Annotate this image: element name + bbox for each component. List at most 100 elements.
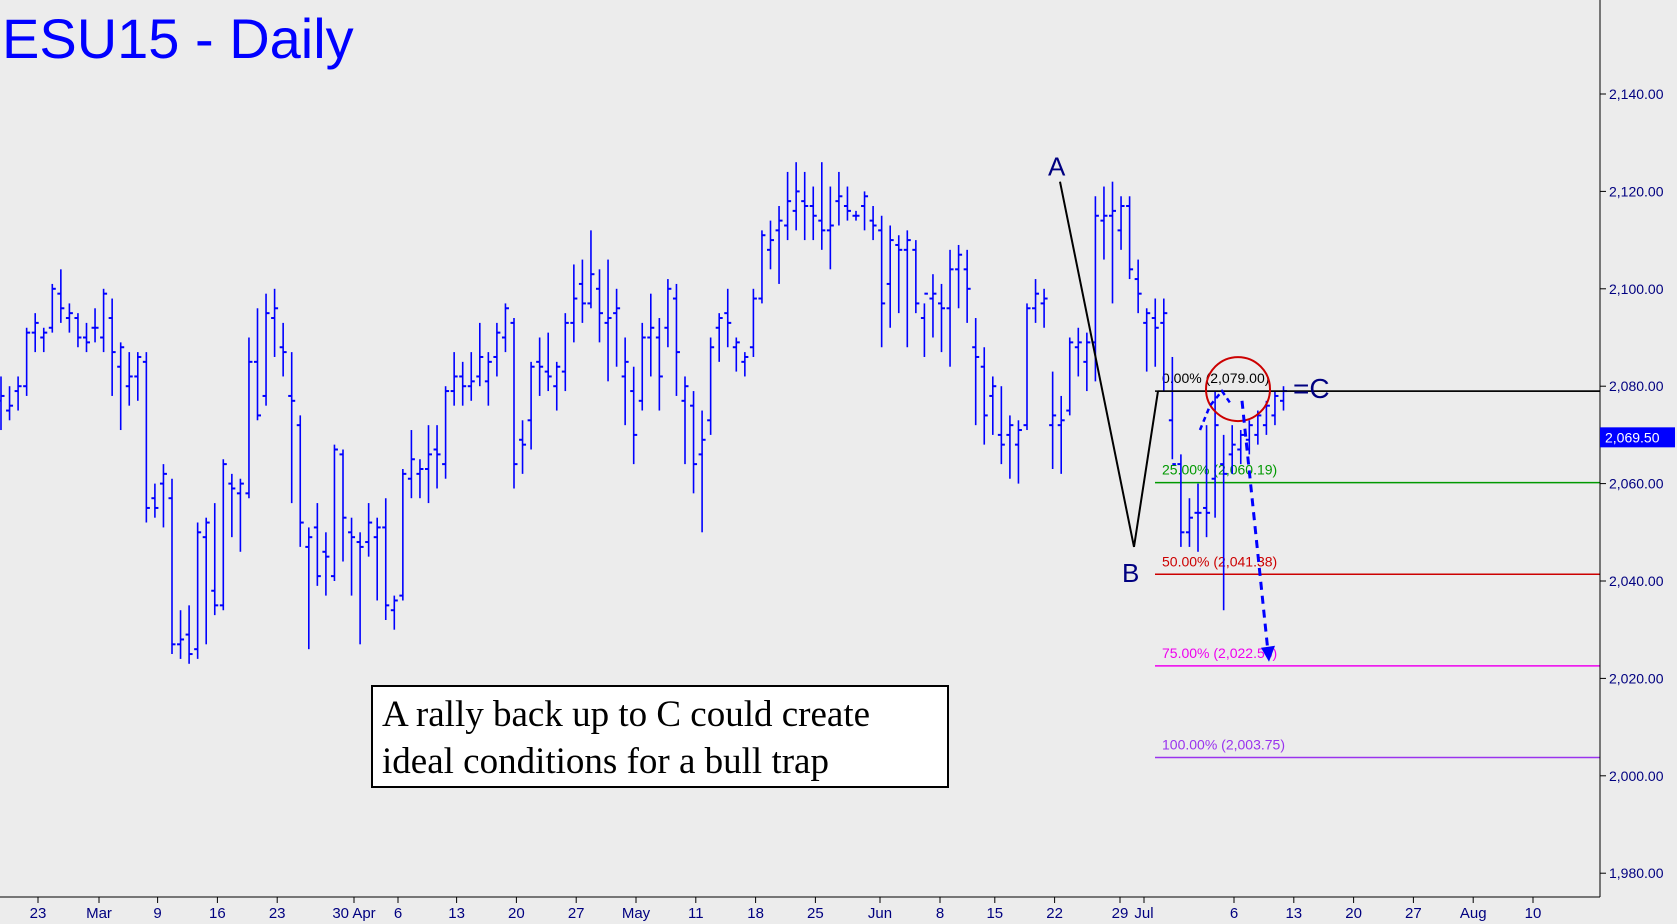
- ohlc-bar: [1262, 400, 1270, 435]
- ohlc-bar: [681, 376, 689, 465]
- ohlc-bar: [425, 425, 432, 504]
- ohlc-bar: [1083, 332, 1091, 392]
- last-price-badge: [1600, 427, 1675, 448]
- ohlc-bar: [228, 473, 236, 538]
- ohlc-bar: [1151, 298, 1159, 367]
- fib-label: 75.00% (2,022.56): [1162, 645, 1277, 661]
- ohlc-bar: [792, 162, 800, 231]
- last-price-label: 2,069.50: [1605, 429, 1660, 445]
- ohlc-bar: [348, 517, 356, 596]
- price-bars: [0, 162, 1287, 664]
- ohlc-bar: [211, 503, 219, 616]
- ohlc-bar: [40, 327, 48, 353]
- ohlc-bar: [672, 283, 680, 396]
- price-tick-label: 2,100.00: [1609, 281, 1664, 297]
- ohlc-bar: [1109, 181, 1116, 304]
- time-tick-label: 10: [1525, 905, 1542, 922]
- ohlc-bar: [1220, 434, 1228, 611]
- ohlc-bar: [91, 308, 99, 343]
- ohlc-bar: [920, 292, 928, 357]
- ohlc-bar: [484, 352, 492, 406]
- price-tick-label: 2,080.00: [1609, 378, 1664, 394]
- time-tick-label: 6: [1230, 905, 1238, 922]
- price-tick-label: 2,040.00: [1609, 573, 1664, 589]
- ohlc-bar: [835, 171, 843, 226]
- price-tick-label: 2,140.00: [1609, 86, 1664, 102]
- ohlc-bar: [1203, 425, 1211, 538]
- ohlc-bar: [108, 298, 116, 396]
- ohlc-bar: [741, 352, 749, 377]
- time-tick-label: 13: [448, 905, 465, 922]
- ohlc-bar: [194, 522, 202, 659]
- ohlc-bar: [65, 303, 73, 333]
- ohlc-bar: [185, 605, 193, 664]
- ohlc-bar: [852, 210, 860, 221]
- ohlc-bar: [724, 288, 732, 348]
- ohlc-bar: [929, 274, 937, 338]
- time-tick-label: 20: [508, 905, 525, 922]
- fib-lines: 0.00% (2,079.00)25.00% (2,060.19)50.00% …: [1155, 370, 1600, 759]
- ohlc-bar: [1194, 483, 1202, 552]
- ohlc-bar: [339, 449, 347, 562]
- ohlc-bar: [74, 313, 82, 348]
- ohlc-bar: [1057, 395, 1065, 474]
- ohlc-bar: [613, 288, 621, 367]
- time-tick-label: Jul: [1134, 905, 1153, 922]
- ohlc-bar: [442, 386, 450, 479]
- ohlc-bar: [1023, 303, 1031, 431]
- ohlc-bar: [416, 459, 424, 499]
- annotation-box: A rally back up to C could create ideal …: [371, 685, 949, 788]
- ohlc-bar: [997, 386, 1005, 465]
- ohlc-bar: [48, 283, 56, 333]
- ohlc-bar: [433, 425, 441, 489]
- ohlc-bar: [895, 235, 903, 314]
- ohlc-bar: [955, 244, 963, 309]
- ohlc-bar: [1143, 308, 1151, 372]
- ohlc-bar: [596, 269, 603, 343]
- ohlc-bar: [83, 322, 90, 353]
- ohlc-bar: [621, 337, 629, 426]
- ohlc-bar: [544, 332, 552, 392]
- ohlc-bar: [1185, 498, 1193, 547]
- ohlc-bar: [177, 610, 185, 659]
- ohlc-bar: [749, 288, 757, 357]
- ohlc-bar: [561, 313, 569, 392]
- ohlc-bar: [1134, 259, 1142, 314]
- projection-arrow-line: [1240, 400, 1270, 652]
- label-a: A: [1048, 152, 1066, 182]
- ohlc-bar: [938, 283, 945, 353]
- ohlc-bar: [117, 342, 125, 431]
- ohlc-bar: [570, 264, 578, 343]
- ohlc-bar: [1117, 196, 1125, 250]
- ohlc-bar: [322, 532, 330, 596]
- ohlc-bar: [467, 352, 475, 401]
- time-tick-label: 23: [30, 905, 47, 922]
- ohlc-bar: [869, 206, 877, 241]
- time-tick-label: 9: [153, 905, 161, 922]
- fib-label: 100.00% (2,003.75): [1162, 737, 1285, 753]
- ohlc-bar: [14, 376, 22, 411]
- ohlc-bar: [245, 337, 253, 499]
- price-tick-label: 2,120.00: [1609, 183, 1664, 199]
- ohlc-bar: [587, 230, 595, 309]
- ohlc-bar: [6, 386, 14, 421]
- ohlc-bar: [279, 322, 287, 377]
- ohlc-bar: [399, 468, 407, 601]
- ohlc-bar: [801, 171, 809, 241]
- chart-title: ESU15 - Daily: [2, 7, 354, 70]
- time-tick-label: 20: [1345, 905, 1362, 922]
- ohlc-bar: [151, 483, 159, 518]
- ohlc-bar: [732, 337, 740, 372]
- ohlc-bar: [1177, 454, 1185, 547]
- price-tick-label: 2,020.00: [1609, 670, 1664, 686]
- label-c: =C: [1293, 373, 1330, 404]
- time-tick-label: Mar: [86, 905, 112, 922]
- ohlc-bar: [459, 361, 467, 406]
- ohlc-bar: [365, 503, 373, 557]
- ohlc-bar: [1254, 410, 1262, 445]
- ohlc-bar: [784, 171, 792, 241]
- time-tick-label: 6: [394, 905, 402, 922]
- ohlc-bar: [382, 498, 390, 620]
- ohlc-bar: [536, 337, 544, 396]
- price-tick-label: 2,000.00: [1609, 768, 1664, 784]
